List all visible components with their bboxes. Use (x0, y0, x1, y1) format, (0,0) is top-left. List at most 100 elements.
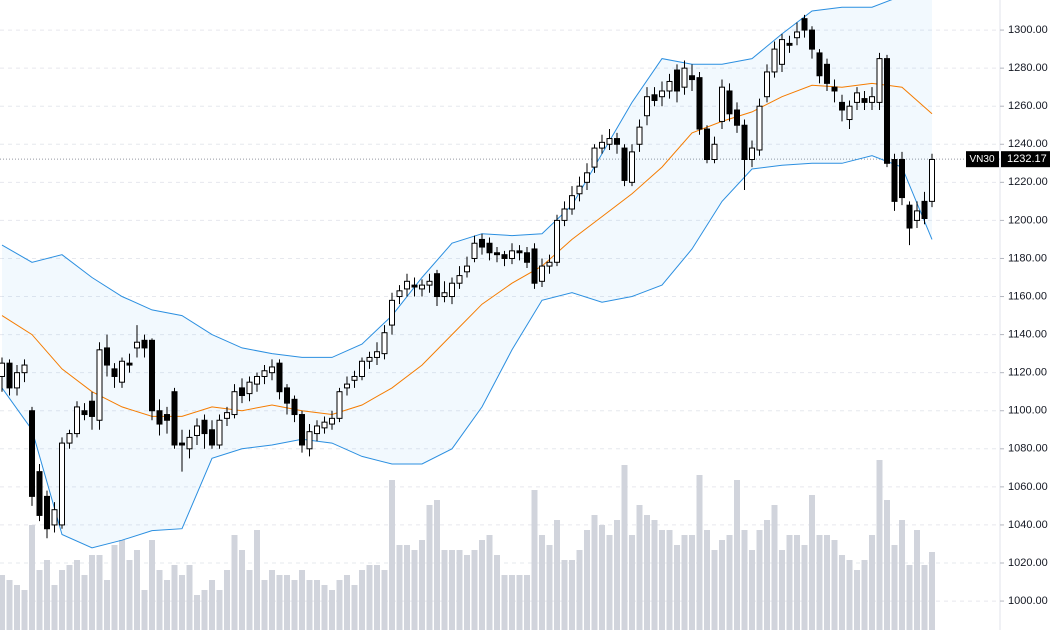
volume-bar (651, 520, 658, 630)
volume-bar (674, 545, 680, 630)
candle-body (434, 273, 440, 298)
candle-body (749, 147, 755, 160)
candle-body (81, 410, 88, 416)
candle-body (126, 362, 133, 366)
volume-bar (216, 590, 223, 630)
volume-bar (381, 570, 388, 630)
candle-body (441, 292, 448, 298)
volume-bar (321, 585, 328, 630)
candle-body (644, 96, 650, 117)
volume-bar (906, 565, 913, 630)
volume-bar (426, 505, 433, 630)
candle-body (861, 98, 868, 103)
volume-bar (89, 555, 95, 630)
candle-body (576, 185, 583, 195)
candle-body (809, 29, 815, 50)
candle-body (29, 410, 35, 497)
volume-bar (884, 500, 890, 630)
candle-body (816, 52, 823, 77)
volume-bar (629, 535, 635, 630)
candle-body (651, 94, 658, 101)
volume-bar (261, 580, 268, 630)
y-tick-label: 1140.00 (1008, 329, 1047, 341)
volume-bar (96, 555, 103, 630)
volume-bar (239, 550, 245, 630)
candle-body (561, 208, 568, 221)
volume-bar (276, 575, 283, 630)
candle-body (351, 375, 358, 381)
candle-body (216, 419, 223, 446)
volume-bar (51, 585, 58, 630)
volume-bar (621, 465, 628, 630)
candle-body (884, 58, 890, 164)
volume-bar (366, 565, 373, 630)
candle-body (786, 42, 793, 46)
volume-bar (734, 480, 740, 630)
volume-bar (329, 590, 335, 630)
volume-bar (801, 545, 808, 630)
candle-body (254, 375, 260, 385)
candle-body (66, 433, 73, 444)
volume-bar (456, 550, 463, 630)
candle-body (621, 147, 628, 181)
volume (0, 460, 935, 630)
volume-bar (419, 540, 425, 630)
candle-body (396, 290, 403, 298)
symbol-badge (966, 151, 999, 168)
volume-bar (36, 570, 43, 630)
candle-body (584, 172, 590, 183)
candle-body (599, 141, 605, 149)
candle-body (119, 360, 125, 383)
volume-bar (554, 520, 560, 630)
y-tick-label: 1260.00 (1008, 100, 1048, 112)
candle-body (291, 398, 298, 416)
volume-bar (171, 565, 178, 630)
volume-bar (644, 515, 650, 630)
candle-body (366, 356, 373, 362)
candle-body (704, 128, 710, 160)
volume-bar (539, 535, 545, 630)
candle-body (501, 254, 508, 259)
candle-body (344, 383, 350, 389)
y-tick-label: 1040.00 (1008, 519, 1048, 531)
candle-body (906, 204, 913, 229)
volume-bar (756, 530, 763, 630)
volume-bar (561, 560, 568, 630)
volume-bar (6, 580, 13, 630)
volume-bar (374, 565, 380, 630)
candle-body (891, 158, 898, 202)
y-tick-label: 1160.00 (1008, 290, 1047, 302)
candle-body (389, 299, 395, 326)
y-tick-label: 1120.00 (1008, 367, 1047, 379)
candle-body (359, 360, 365, 377)
volume-bar (689, 535, 695, 630)
candle-body (779, 39, 785, 65)
candle-body (689, 75, 695, 81)
volume-bar (726, 535, 733, 630)
volume-bar (869, 535, 875, 630)
volume-bar (396, 545, 403, 630)
volume-bar (899, 520, 905, 630)
candle-body (51, 509, 58, 526)
y-tick-label: 1240.00 (1008, 138, 1048, 150)
volume-bar (816, 535, 823, 630)
volume-bar (351, 585, 358, 630)
candle-body (239, 387, 245, 397)
volume-bar (914, 530, 920, 630)
candle-body (411, 284, 418, 288)
volume-bar (704, 530, 710, 630)
volume-bar (861, 560, 868, 630)
grid (0, 29, 1000, 602)
candle-body (824, 63, 830, 84)
volume-bar (441, 550, 448, 630)
volume-bar (14, 585, 20, 630)
candle-body (486, 242, 493, 254)
volume-bar (344, 575, 350, 630)
candle-body (471, 242, 478, 259)
candle-body (284, 387, 290, 404)
candle-body (734, 109, 740, 126)
volume-bar (336, 580, 343, 630)
y-tick-label: 1080.00 (1008, 443, 1048, 455)
candle-body (179, 442, 185, 446)
